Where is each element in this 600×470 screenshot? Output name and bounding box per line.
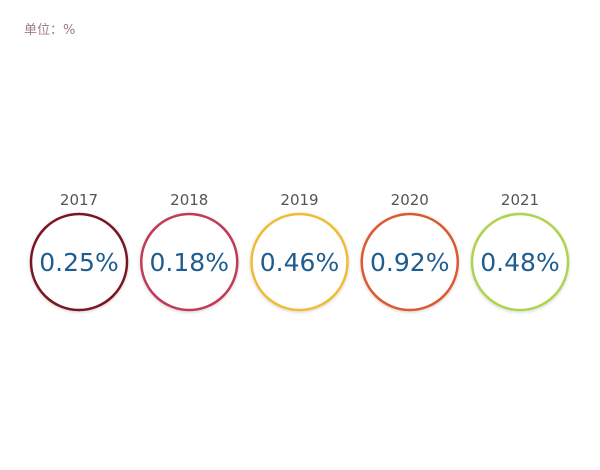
value-circle [250,212,349,312]
value-label: 0.92% [370,248,449,277]
year-label: 2021 [501,191,539,209]
value-label: 0.18% [150,248,229,277]
value-label: 0.48% [480,248,559,277]
chart-items: 2017 0.25% 2018 0.18% 2019 0.46% 2020 0.92% 2021… [29,191,570,312]
value-circle [29,212,129,312]
unit-label: 单位：% [24,23,76,38]
value-label: 0.46% [260,248,339,277]
value-circle [360,212,459,312]
value-label: 0.25% [39,248,118,277]
year-item-2017: 2017 0.25% [29,191,129,312]
year-label: 2020 [391,191,429,209]
year-item-2020: 2020 0.92% [360,191,459,312]
year-item-2021: 2021 0.48% [470,191,570,312]
year-label: 2017 [60,191,98,209]
year-item-2019: 2019 0.46% [250,191,349,312]
value-circle [470,212,570,312]
value-circle [140,212,239,312]
year-label: 2019 [280,191,318,209]
year-item-2018: 2018 0.18% [140,191,239,312]
year-label: 2018 [170,191,208,209]
